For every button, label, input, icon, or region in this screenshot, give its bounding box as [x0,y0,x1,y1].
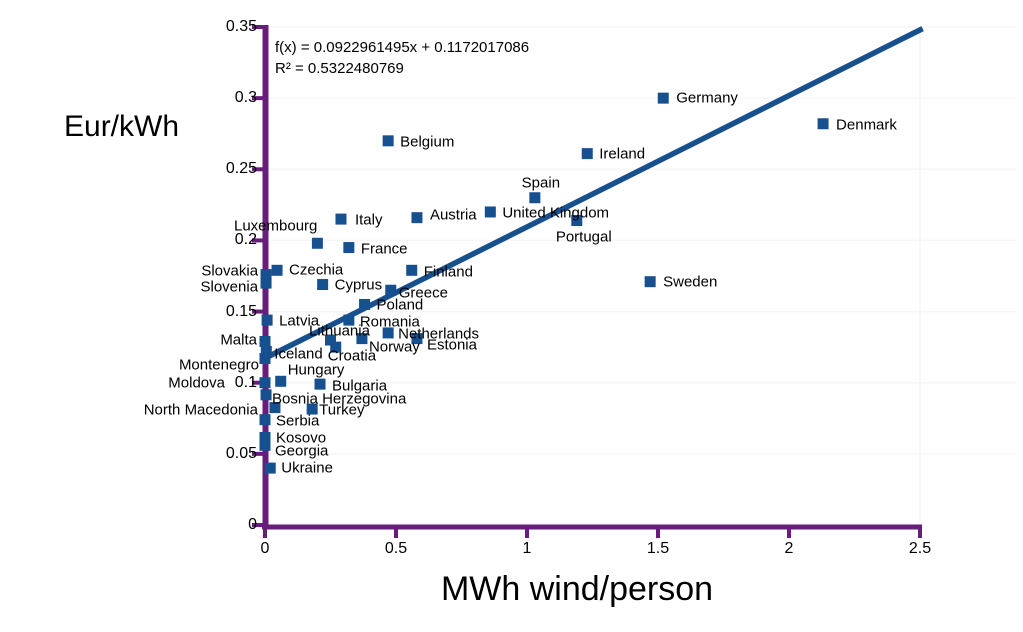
data-point-square [306,403,318,415]
data-point-square [260,345,272,357]
trendline-equation: f(x) = 0.0922961495x + 0.1172017086 [275,39,530,56]
data-point-square [411,212,423,224]
data-point-square [259,414,271,426]
x-axis-title: MWh wind/person [440,570,714,608]
data-point-square [260,389,272,401]
data-point-square [571,215,583,227]
data-point-square [264,462,276,474]
data-point-square [314,378,326,390]
data-point-square [484,206,496,218]
data-point-square [271,264,283,276]
data-point-square [259,377,271,389]
data-point-square [259,353,271,365]
data-point-square [644,276,656,288]
data-point-square [581,148,593,160]
data-point-square [259,335,271,347]
data-point-square [260,269,272,281]
data-point-square [311,237,323,249]
data-point-square [657,92,669,104]
data-point-square [385,284,397,296]
data-point-square [330,341,342,353]
data-point-square [382,135,394,147]
data-point-square [382,327,394,339]
data-point-square [817,118,829,130]
data-point-square [260,277,272,289]
data-point-square [325,334,336,346]
data-point-square [275,375,287,387]
data-point-square [317,279,329,291]
data-point-square [356,333,368,345]
data-point-square [411,333,423,345]
data-point-square [335,213,347,225]
trendline-equation-block: f(x) = 0.0922961495x + 0.1172017086 R² =… [275,37,529,79]
data-point-square [359,298,371,310]
y-axis-title: Eur/kWh [64,110,180,143]
data-point-square [406,264,418,276]
trend-line [263,26,924,361]
r-squared-value: R² = 0.5322480769 [275,60,404,77]
data-point-square [343,314,355,326]
data-point-square [343,242,355,254]
data-point-square [529,192,541,204]
data-point-square [261,314,273,326]
data-point-square [259,439,271,451]
data-point-square [269,402,281,414]
data-point-square [259,431,271,443]
